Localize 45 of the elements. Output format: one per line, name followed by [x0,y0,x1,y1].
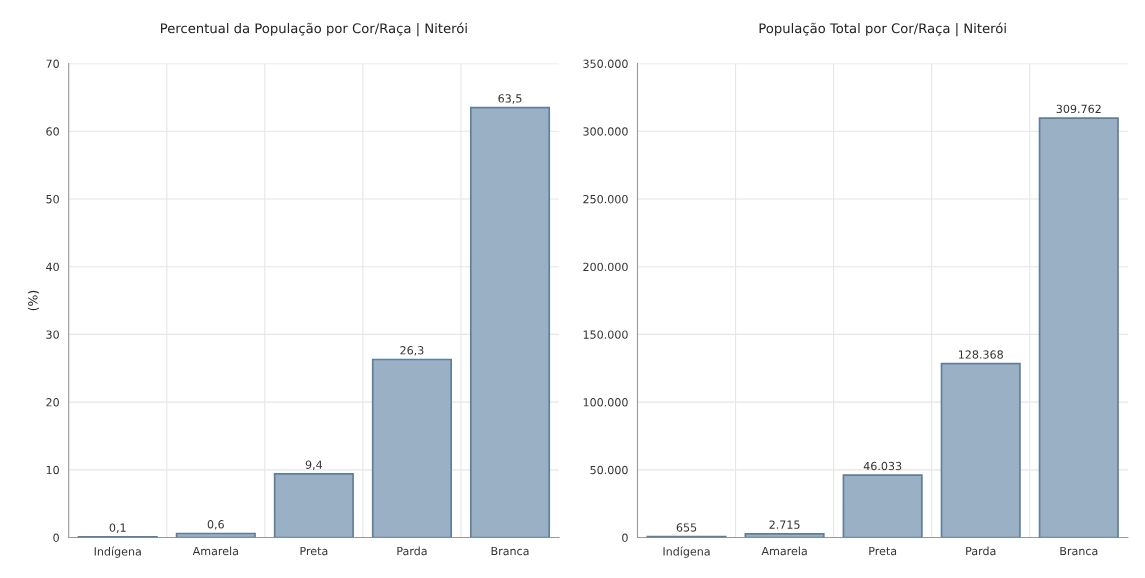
y-tick-label: 200.000 [583,262,628,272]
data-label: 63,5 [498,94,522,104]
data-label: 655 [676,523,697,532]
y-tick-label: 100.000 [583,398,628,407]
bar [371,358,452,538]
x-tick-label: Parda [397,546,427,556]
y-tick-label: 300.000 [583,127,628,136]
y-tick-label: 150.000 [583,330,628,339]
x-tick-label: Indígena [663,546,710,558]
y-tick-label: 30 [46,330,59,339]
y-tick-label: 350.000 [583,59,628,68]
x-tick-label: Amarela [192,546,238,556]
y-tick-label: 0 [53,533,59,542]
y-tick-label: 50 [46,194,59,204]
data-label: 0,1 [109,523,126,533]
data-label: 128.368 [958,350,1003,359]
bar [273,473,354,538]
chart-title: Percentual da População por Cor/Raça | Niterói [161,22,467,37]
x-tick-label: Preta [869,546,897,556]
data-label: 309.762 [1056,104,1101,114]
y-tick-label: 20 [46,398,59,407]
y-tick-label: 70 [46,59,59,68]
data-label: 0,6 [207,520,224,530]
x-tick-label: Preta [300,546,328,556]
y-tick-label: 60 [46,127,59,136]
y-axis-title: (%) [27,290,40,311]
data-label: 26,3 [400,346,424,356]
data-label: 9,4 [305,460,323,471]
x-tick-label: Branca [491,546,529,556]
y-tick-label: 50.000 [590,465,628,475]
y-tick-label: 10 [46,465,59,475]
y-tick-label: 40 [46,262,59,272]
x-tick-label: Indígena [94,546,141,558]
bar [1038,117,1119,538]
y-tick-label: 0 [622,533,628,542]
bar [842,474,923,538]
bar [940,362,1021,538]
x-tick-label: Branca [1060,546,1098,556]
chart-title: População Total por Cor/Raça | Niterói [759,22,1006,37]
data-label: 46.033 [863,461,902,471]
x-tick-label: Parda [966,546,996,556]
y-tick-label: 250.000 [583,194,628,204]
data-label: 2.715 [769,520,800,529]
bar [469,106,551,538]
x-tick-label: Amarela [761,546,807,556]
